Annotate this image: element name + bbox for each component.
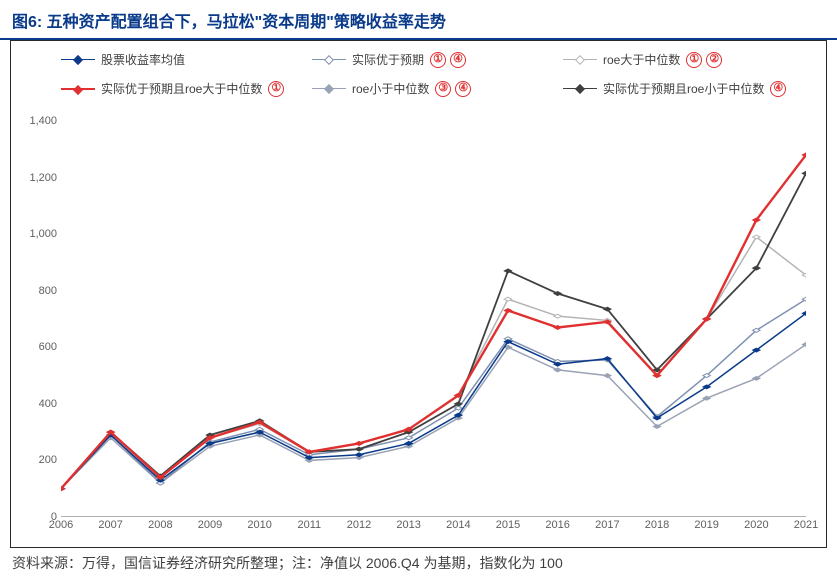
x-tick-label: 2018	[645, 519, 669, 531]
legend-item-roe_above: roe大于中位数 ①②	[563, 51, 806, 68]
x-axis: 2006200720082009201020112012201320142015…	[61, 519, 806, 539]
plot-area	[61, 121, 806, 517]
x-tick-label: 2015	[496, 519, 520, 531]
x-tick-label: 2006	[49, 519, 73, 531]
legend-badge-group: ④	[770, 81, 786, 97]
x-tick-label: 2007	[98, 519, 122, 531]
line-chart-svg	[61, 121, 806, 517]
badge: ④	[450, 52, 466, 68]
y-tick-label: 400	[21, 398, 57, 410]
legend-label: roe小于中位数	[352, 80, 429, 97]
legend-swatch	[61, 88, 95, 90]
x-tick-label: 2019	[694, 519, 718, 531]
y-tick-label: 200	[21, 454, 57, 466]
legend-swatch	[563, 88, 597, 89]
series-marker-actual_roe_above	[753, 218, 760, 222]
series-marker-actual_roe_above	[61, 487, 65, 491]
legend-badge-group: ①④	[430, 52, 466, 68]
legend-label: 股票收益率均值	[101, 51, 185, 68]
x-tick-label: 2012	[347, 519, 371, 531]
legend-item-actual_roe_above: 实际优于预期且roe大于中位数 ①	[61, 80, 304, 97]
series-line-roe_above	[61, 237, 806, 489]
x-tick-label: 2008	[148, 519, 172, 531]
legend-label: 实际优于预期且roe大于中位数	[101, 80, 262, 97]
series-marker-actual_roe_below	[802, 171, 806, 175]
x-tick-label: 2011	[298, 519, 322, 531]
badge: ④	[770, 81, 786, 97]
legend-swatch	[61, 59, 95, 60]
badge: ①	[686, 52, 702, 68]
badge: ①	[268, 81, 284, 97]
series-marker-stock_mean	[802, 311, 806, 315]
legend-badge-group: ①	[268, 81, 284, 97]
series-marker-roe_below	[604, 374, 611, 378]
legend-item-actual_better: 实际优于预期 ①④	[312, 51, 555, 68]
series-line-stock_mean	[61, 313, 806, 488]
source-note: 资料来源：万得，国信证券经济研究所整理；注：净值以 2006.Q4 为基期，指数…	[12, 553, 563, 573]
badge: ②	[706, 52, 722, 68]
x-tick-label: 2016	[545, 519, 569, 531]
y-tick-label: 1,200	[21, 172, 57, 184]
legend-item-actual_roe_below: 实际优于预期且roe小于中位数 ④	[563, 80, 806, 97]
badge: ①	[430, 52, 446, 68]
series-line-actual_roe_below	[61, 173, 806, 488]
legend-swatch	[312, 88, 346, 89]
legend: 股票收益率均值实际优于预期①④roe大于中位数①②实际优于预期且roe大于中位数…	[61, 51, 806, 97]
badge: ④	[455, 81, 471, 97]
y-axis: 02004006008001,0001,2001,400	[21, 121, 61, 517]
series-line-actual_roe_above	[61, 155, 806, 489]
chart-title: 图6: 五种资产配置组合下，马拉松"资本周期"策略收益率走势	[0, 0, 837, 40]
x-tick-label: 2014	[446, 519, 470, 531]
legend-item-roe_below: roe小于中位数 ③④	[312, 80, 555, 97]
y-tick-label: 600	[21, 341, 57, 353]
x-tick-label: 2021	[794, 519, 818, 531]
figure-container: 图6: 五种资产配置组合下，马拉松"资本周期"策略收益率走势 股票收益率均值实际…	[0, 0, 837, 579]
legend-badge-group: ①②	[686, 52, 722, 68]
y-tick-label: 1,000	[21, 228, 57, 240]
legend-item-stock_mean: 股票收益率均值	[61, 51, 304, 68]
badge: ③	[435, 81, 451, 97]
chart-frame: 股票收益率均值实际优于预期①④roe大于中位数①②实际优于预期且roe大于中位数…	[10, 40, 827, 548]
legend-label: 实际优于预期且roe小于中位数	[603, 80, 764, 97]
series-marker-actual_roe_above	[802, 153, 806, 157]
legend-label: roe大于中位数	[603, 51, 680, 68]
y-tick-label: 1,400	[21, 115, 57, 127]
x-tick-label: 2013	[396, 519, 420, 531]
x-tick-label: 2010	[247, 519, 271, 531]
legend-badge-group: ③④	[435, 81, 471, 97]
x-tick-label: 2017	[595, 519, 619, 531]
x-tick-label: 2020	[744, 519, 768, 531]
y-tick-label: 800	[21, 285, 57, 297]
series-marker-stock_mean	[355, 453, 362, 457]
x-tick-label: 2009	[198, 519, 222, 531]
legend-label: 实际优于预期	[352, 51, 424, 68]
legend-swatch	[312, 59, 346, 60]
series-marker-roe_above	[802, 273, 806, 277]
legend-swatch	[563, 59, 597, 60]
